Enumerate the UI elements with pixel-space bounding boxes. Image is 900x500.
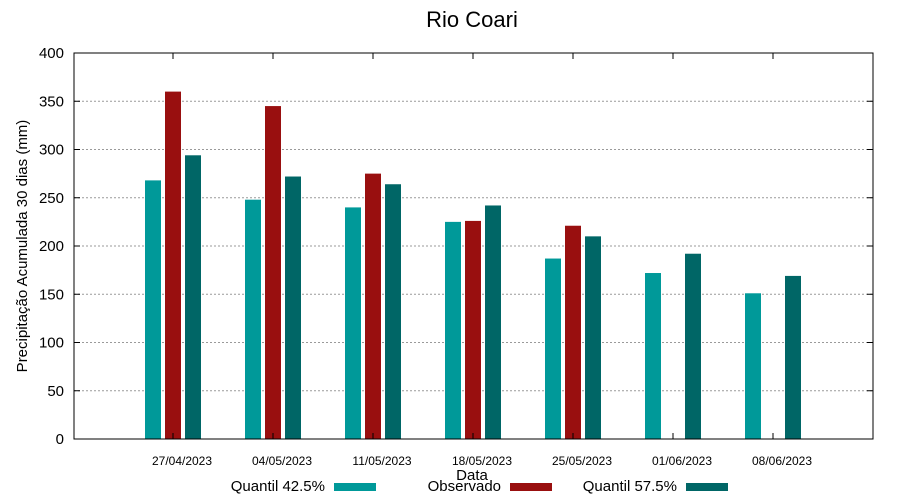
x-tick-label: 01/06/2023 xyxy=(652,454,712,468)
bar-quantil-42-5 xyxy=(445,221,461,439)
bar-observado xyxy=(265,106,281,439)
x-tick-label: 11/05/2023 xyxy=(352,454,411,468)
grid-lines xyxy=(74,100,873,392)
y-tick-label: 150 xyxy=(39,286,64,303)
x-tick-label: 27/04/2023 xyxy=(152,454,212,468)
x-axis-label: Data xyxy=(456,467,488,484)
legend-swatch xyxy=(334,483,376,491)
chart-title: Rio Coari xyxy=(426,7,518,32)
y-axis-label: Precipitação Acumulada 30 dias (mm) xyxy=(14,120,31,373)
x-tick-label: 25/05/2023 xyxy=(552,454,612,468)
y-tick-label: 350 xyxy=(39,93,64,110)
legend-label: Observado xyxy=(428,478,501,495)
y-tick-label: 50 xyxy=(47,383,64,400)
y-tick-label: 300 xyxy=(39,142,64,159)
x-tick-label: 18/05/2023 xyxy=(452,454,512,468)
y-tick-label: 250 xyxy=(39,190,64,207)
bar-quantil-57-5 xyxy=(385,184,401,439)
bar-quantil-57-5 xyxy=(785,275,801,439)
bar-quantil-57-5 xyxy=(585,236,601,439)
legend-label: Quantil 57.5% xyxy=(583,478,677,495)
bar-observado xyxy=(365,173,381,439)
bar-observado xyxy=(465,220,481,439)
bar-quantil-57-5 xyxy=(285,176,301,439)
bar-quantil-42-5 xyxy=(345,207,361,439)
bar-quantil-57-5 xyxy=(685,253,701,439)
y-axis: 0 50 100 150 200 250 300 350 400 xyxy=(39,45,873,448)
bar-quantil-57-5 xyxy=(485,205,501,439)
y-tick-label: 100 xyxy=(39,335,64,352)
legend-swatch xyxy=(510,483,552,491)
x-tick-label: 08/06/2023 xyxy=(752,454,812,468)
bar-quantil-42-5 xyxy=(145,180,161,439)
bar-quantil-42-5 xyxy=(245,199,261,439)
y-tick-label: 400 xyxy=(39,45,64,62)
bar-observado xyxy=(165,91,181,439)
bar-quantil-42-5 xyxy=(645,273,661,439)
x-tick-label: 04/05/2023 xyxy=(252,454,312,468)
bars xyxy=(145,91,801,440)
bar-quantil-42-5 xyxy=(745,293,761,439)
y-tick-label: 200 xyxy=(39,238,64,255)
legend-label: Quantil 42.5% xyxy=(231,478,325,495)
bar-observado xyxy=(565,225,581,439)
x-axis: 27/04/2023 04/05/2023 11/05/2023 18/05/2023… xyxy=(152,53,812,468)
bar-quantil-42-5 xyxy=(545,258,561,439)
bar-quantil-57-5 xyxy=(185,155,201,440)
legend-swatch xyxy=(686,483,728,491)
y-tick-label: 0 xyxy=(56,431,64,448)
legend: Quantil 42.5% Observado Quantil 57.5% xyxy=(231,478,728,495)
